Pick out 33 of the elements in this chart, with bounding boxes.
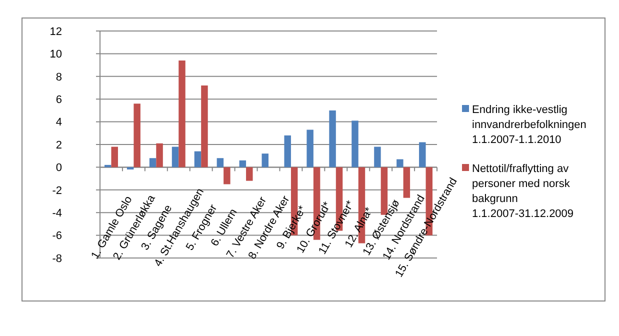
bar [194, 151, 202, 168]
bar [134, 104, 140, 168]
legend-label: Nettotil/fraflytting av personer med norsk bakgrunn 1.1.2007-31.12.2009 [472, 163, 574, 220]
bar [419, 142, 426, 168]
bar [262, 154, 268, 168]
bar [239, 160, 246, 168]
bar [156, 143, 163, 168]
bar [284, 135, 291, 168]
bar [178, 60, 186, 168]
bar [306, 130, 314, 168]
y-tick-label: 2 [56, 139, 62, 152]
y-tick-label: -6 [52, 230, 62, 242]
y-tick-label: -4 [52, 207, 62, 220]
bar [172, 146, 179, 168]
y-tick-label: -2 [52, 184, 62, 197]
y-tick-label: 6 [56, 94, 62, 106]
bar [149, 158, 156, 168]
bar [329, 110, 336, 168]
bar [216, 158, 224, 168]
y-tick-label: 4 [56, 116, 62, 129]
y-tick-label: -8 [52, 252, 62, 265]
y-tick-label: 10 [50, 48, 62, 61]
bar [396, 159, 404, 168]
bar [111, 146, 118, 168]
y-tick-label: 0 [56, 162, 62, 174]
bar [352, 120, 358, 168]
bar [246, 167, 253, 181]
bar [224, 167, 230, 184]
bar [374, 146, 381, 168]
legend-label: Endring ikke-vestlig innvandrerbefolkningen 1.1.2007-1.1.2010 [472, 104, 586, 146]
y-tick-label: 8 [56, 71, 62, 84]
y-tick-label: 12 [50, 26, 62, 38]
bar [201, 85, 208, 168]
